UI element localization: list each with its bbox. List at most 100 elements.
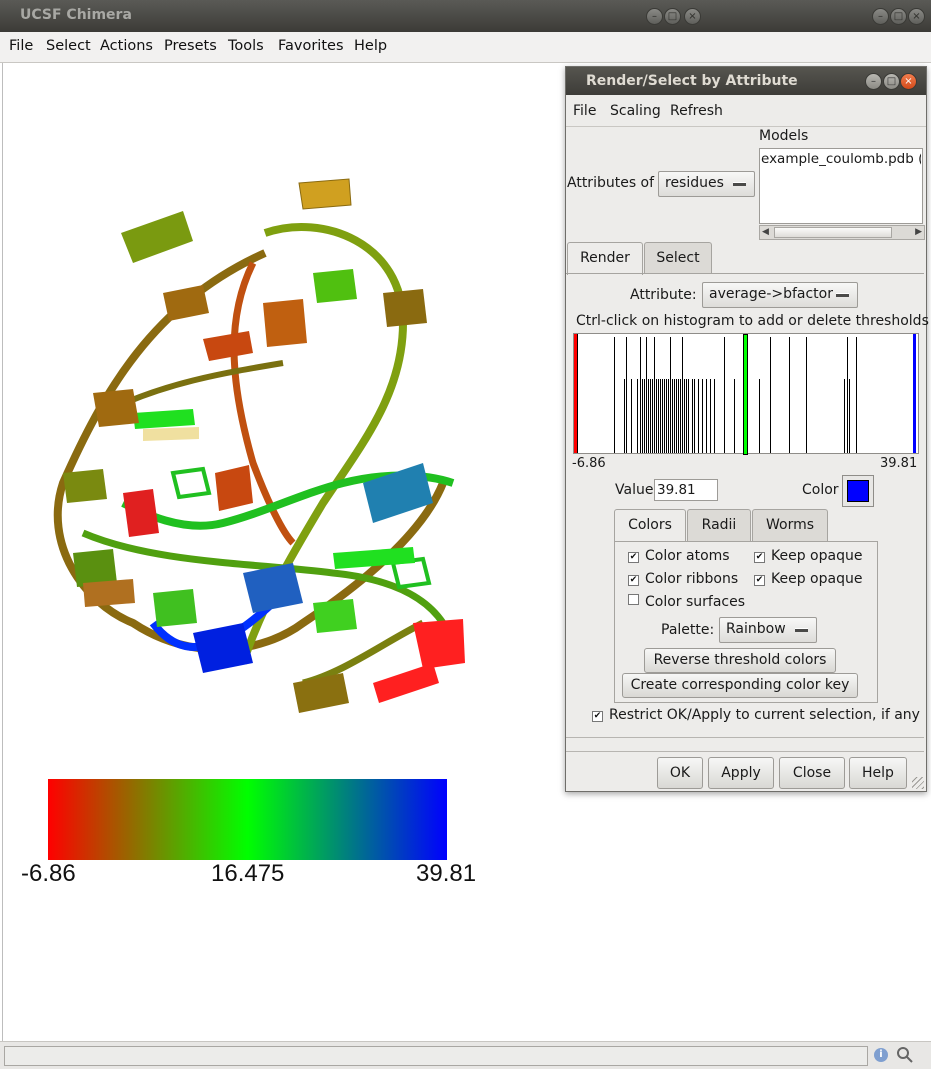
dialog-title-bar[interactable]: Render/Select by Attribute – □ ×	[566, 67, 926, 95]
color-key-mid-label: 16.475	[211, 860, 285, 887]
minimize-icon[interactable]: –	[646, 8, 663, 25]
histogram-bar	[847, 337, 848, 453]
threshold-marker-min[interactable]	[574, 334, 578, 453]
histogram-bar	[666, 379, 667, 453]
color-key-max-label: 39.81	[416, 860, 477, 887]
models-scrollbar[interactable]: ◀ ▶	[759, 225, 925, 240]
create-color-key-button[interactable]: Create corresponding color key	[622, 673, 858, 698]
maximize-icon[interactable]: □	[890, 8, 907, 25]
scrollbar-thumb[interactable]	[774, 227, 892, 238]
histogram[interactable]	[573, 333, 919, 455]
histogram-bar	[642, 379, 643, 453]
histogram-bar	[678, 379, 679, 453]
histogram-bar	[684, 379, 685, 453]
color-surfaces-checkbox[interactable]: Color surfaces	[628, 594, 745, 610]
histogram-bar	[640, 337, 641, 453]
dialog-menu-scaling[interactable]: Scaling	[610, 103, 661, 119]
minimize-icon[interactable]: –	[872, 8, 889, 25]
color-swatch	[847, 480, 869, 502]
close-icon[interactable]: ×	[908, 8, 925, 25]
histogram-bar	[710, 379, 711, 453]
minimize-icon[interactable]: –	[865, 73, 882, 90]
histogram-bar	[658, 379, 659, 453]
histogram-bar	[856, 337, 857, 453]
models-label: Models	[759, 128, 809, 144]
scroll-right-icon[interactable]: ▶	[915, 227, 922, 237]
help-button[interactable]: Help	[849, 757, 907, 789]
histogram-min-label: -6.86	[572, 456, 606, 471]
tab-select[interactable]: Select	[644, 242, 712, 274]
keep-opaque-label: Keep opaque	[771, 571, 863, 587]
scroll-left-icon[interactable]: ◀	[762, 227, 769, 237]
value-label: Value	[615, 482, 654, 498]
tab-radii[interactable]: Radii	[687, 509, 751, 541]
menu-select[interactable]: Select	[46, 38, 91, 54]
apply-button[interactable]: Apply	[708, 757, 774, 789]
maximize-icon[interactable]: □	[664, 8, 681, 25]
histogram-bar	[654, 337, 655, 453]
models-list[interactable]: example_coulomb.pdb (	[759, 148, 923, 224]
model-item[interactable]: example_coulomb.pdb (	[761, 151, 921, 167]
info-icon[interactable]: i	[874, 1048, 888, 1062]
tab-colors[interactable]: Colors	[614, 509, 686, 542]
keep-opaque-atoms-checkbox[interactable]: ✔ Keep opaque	[754, 548, 862, 564]
histogram-bar	[674, 379, 675, 453]
ok-button[interactable]: OK	[657, 757, 703, 789]
attribute-menu[interactable]: average->bfactor	[702, 282, 858, 308]
menu-presets[interactable]: Presets	[164, 38, 217, 54]
color-atoms-checkbox[interactable]: ✔ Color atoms	[628, 548, 730, 564]
resize-grip-icon[interactable]	[912, 777, 924, 789]
menu-tools[interactable]: Tools	[228, 38, 264, 54]
keep-opaque-label: Keep opaque	[771, 548, 863, 564]
window-title: UCSF Chimera	[20, 7, 132, 23]
histogram-bar	[614, 337, 615, 453]
divider	[566, 737, 924, 738]
dialog-menu-refresh[interactable]: Refresh	[670, 103, 723, 119]
menu-help[interactable]: Help	[354, 38, 388, 54]
search-icon[interactable]	[896, 1046, 914, 1064]
palette-label: Palette:	[661, 622, 715, 638]
histogram-bar	[734, 379, 735, 453]
status-line	[4, 1046, 868, 1066]
color-well[interactable]	[842, 475, 874, 507]
histogram-bar	[694, 379, 695, 453]
render-select-dialog: Render/Select by Attribute – □ × File Sc…	[565, 66, 929, 792]
histogram-bar	[664, 379, 665, 453]
value-field[interactable]: 39.81	[654, 479, 718, 501]
histogram-bar	[714, 379, 715, 453]
keep-opaque-ribbons-checkbox[interactable]: ✔ Keep opaque	[754, 571, 862, 587]
close-icon[interactable]: ×	[900, 73, 917, 90]
menu-favorites[interactable]: Favorites	[278, 38, 344, 54]
tab-render[interactable]: Render	[567, 242, 643, 275]
divider	[566, 751, 924, 752]
menu-actions[interactable]: Actions	[100, 38, 153, 54]
reverse-threshold-colors-button[interactable]: Reverse threshold colors	[644, 648, 836, 673]
close-icon[interactable]: ×	[684, 8, 701, 25]
histogram-bar	[724, 337, 725, 453]
close-button[interactable]: Close	[779, 757, 845, 789]
histogram-bar	[844, 379, 845, 453]
dialog-menu-bar: File Scaling Refresh	[566, 96, 926, 127]
histogram-bar	[644, 379, 645, 453]
color-ribbons-checkbox[interactable]: ✔ Color ribbons	[628, 571, 738, 587]
histogram-max-label: 39.81	[880, 456, 918, 471]
histogram-bar	[631, 379, 632, 453]
palette-value: Rainbow	[726, 621, 786, 637]
histogram-bar	[656, 379, 657, 453]
dialog-menu-file[interactable]: File	[573, 103, 597, 119]
maximize-icon[interactable]: □	[883, 73, 900, 90]
histogram-bar	[806, 337, 807, 453]
tab-worms[interactable]: Worms	[752, 509, 828, 541]
palette-menu[interactable]: Rainbow	[719, 617, 817, 643]
histogram-bar	[648, 379, 649, 453]
threshold-marker-mid[interactable]	[743, 334, 748, 455]
attributes-of-menu[interactable]: residues	[658, 171, 755, 197]
threshold-marker-max[interactable]	[913, 334, 916, 453]
histogram-bar	[702, 379, 703, 453]
attributes-of-label: Attributes of	[567, 175, 655, 191]
menu-file[interactable]: File	[9, 38, 34, 54]
checkbox-unchecked-icon	[628, 594, 639, 605]
checkbox-checked-icon: ✔	[628, 552, 639, 563]
restrict-selection-checkbox[interactable]: ✔ Restrict OK/Apply to current selection,…	[592, 707, 920, 723]
attribute-value: average->bfactor	[709, 286, 833, 302]
